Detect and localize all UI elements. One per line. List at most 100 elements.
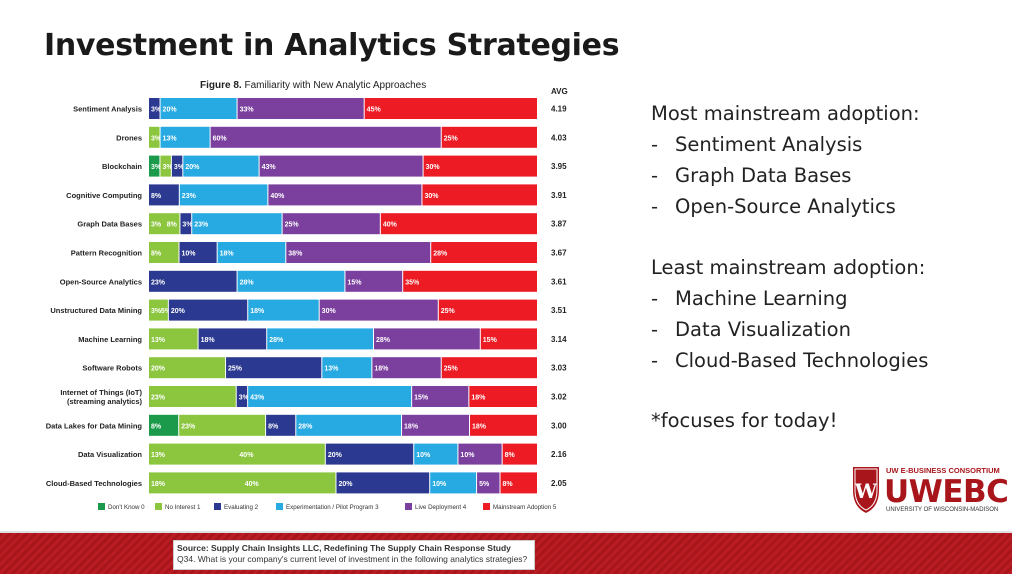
data-label: 40% xyxy=(245,481,260,488)
category-label: Data Visualization xyxy=(78,450,142,459)
bar-segment xyxy=(149,328,198,350)
avg-value: 3.00 xyxy=(551,421,567,430)
data-label: 3% xyxy=(151,107,162,114)
legend-swatch xyxy=(483,503,490,510)
bar-segment xyxy=(180,213,192,235)
data-label: 20% xyxy=(328,452,343,459)
bar-segment xyxy=(217,242,286,263)
category-label: Cloud-Based Technologies xyxy=(46,479,142,488)
category-label: Machine Learning xyxy=(78,335,142,344)
bar-segment xyxy=(160,98,237,119)
category-label: Sentiment Analysis xyxy=(73,105,142,114)
category-label: Drones xyxy=(116,133,142,142)
avg-value: 3.87 xyxy=(551,220,567,229)
least-item: - Machine Learning xyxy=(651,287,847,310)
legend-label: Live Deployment 4 xyxy=(415,504,467,511)
bar-segment xyxy=(470,414,537,436)
data-label: 18% xyxy=(404,423,419,430)
bar-segment xyxy=(477,472,500,494)
data-label: 3% xyxy=(182,222,193,229)
dash-bullet: - xyxy=(651,318,659,341)
data-label: 13% xyxy=(324,366,339,373)
bar-segment xyxy=(149,242,179,263)
bar-segment xyxy=(336,472,430,494)
data-label: 15% xyxy=(414,395,429,402)
data-label: 35% xyxy=(405,279,420,286)
bar-segment xyxy=(160,126,210,148)
category-label: Software Robots xyxy=(82,364,142,373)
data-label: 3% xyxy=(239,395,250,402)
data-label: 25% xyxy=(441,308,456,315)
data-label: 25% xyxy=(228,366,243,373)
bar-segment xyxy=(422,184,537,206)
data-label: 15% xyxy=(347,279,362,286)
data-label: 8% xyxy=(167,222,178,229)
data-label: 43% xyxy=(250,395,265,402)
data-label: 20% xyxy=(163,107,178,114)
data-label: 40% xyxy=(383,222,398,229)
data-label: 40% xyxy=(270,193,285,200)
bar-segment xyxy=(345,270,403,292)
dash-bullet: - xyxy=(651,133,659,156)
bar-segment xyxy=(236,386,248,407)
avg-value: 4.03 xyxy=(551,133,567,142)
bar-segment xyxy=(179,184,268,206)
avg-header: AVG xyxy=(551,87,568,96)
data-label: 13% xyxy=(151,452,166,459)
data-label: 18% xyxy=(471,395,486,402)
source-line-1: Source: Supply Chain Insights LLC, Redef… xyxy=(177,543,511,553)
mainstream-item-label: Sentiment Analysis xyxy=(675,133,863,156)
legend-label: Don't Know 0 xyxy=(108,504,145,511)
bar-segment xyxy=(149,126,160,148)
bar-segment xyxy=(237,270,345,292)
category-label: Pattern Recognition xyxy=(71,249,143,258)
data-label: 28% xyxy=(433,251,448,258)
data-label: 10% xyxy=(460,452,475,459)
bar-segment xyxy=(374,328,480,350)
bar-segment xyxy=(168,299,248,321)
bar-segment xyxy=(149,155,160,177)
source-box: Source: Supply Chain Insights LLC, Redef… xyxy=(173,540,535,570)
mainstream-item: - Graph Data Bases xyxy=(651,164,851,187)
avg-value: 3.91 xyxy=(551,191,567,200)
bar-segment xyxy=(149,98,160,119)
legend-swatch xyxy=(276,503,283,510)
data-label: 18% xyxy=(374,366,389,373)
data-label: 28% xyxy=(240,279,255,286)
bar-segment xyxy=(380,213,537,235)
data-label: 23% xyxy=(181,423,196,430)
avg-value: 3.03 xyxy=(551,364,567,373)
legend-swatch xyxy=(405,503,412,510)
data-label: 23% xyxy=(182,193,197,200)
bar-segment xyxy=(282,213,380,235)
bar-segment xyxy=(149,213,180,235)
bar-segment xyxy=(268,184,422,206)
data-label: 18% xyxy=(151,481,166,488)
dash-bullet: - xyxy=(651,349,659,372)
legend-label: Mainstream Adoption 5 xyxy=(493,504,557,511)
bar-segment xyxy=(319,299,438,321)
bar-segment xyxy=(179,242,217,263)
category-label: Graph Data Bases xyxy=(77,220,142,229)
data-label: 3% xyxy=(151,135,162,142)
data-label: 8% xyxy=(505,452,516,459)
chart-title: Figure 8. Familiarity with New Analytic … xyxy=(200,80,426,91)
data-label: 3% xyxy=(151,222,162,229)
data-label: 38% xyxy=(288,251,303,258)
avg-value: 3.67 xyxy=(551,249,567,258)
data-label: 8% xyxy=(268,423,279,430)
data-label: 8% xyxy=(151,193,162,200)
bar-segment xyxy=(149,414,179,436)
avg-value: 2.05 xyxy=(551,479,567,488)
data-label: 20% xyxy=(338,481,353,488)
bar-segment xyxy=(266,414,296,436)
bar-segment xyxy=(179,414,266,436)
data-label: 8% xyxy=(503,481,514,488)
mainstream-item-label: Open-Source Analytics xyxy=(675,195,896,218)
data-label: 8% xyxy=(151,423,162,430)
data-label: 18% xyxy=(201,337,216,344)
slide-title: Investment in Analytics Strategies xyxy=(44,28,620,63)
mainstream-item-label: Graph Data Bases xyxy=(675,164,852,187)
bar-segment xyxy=(149,443,325,465)
data-label: 40% xyxy=(239,452,254,459)
